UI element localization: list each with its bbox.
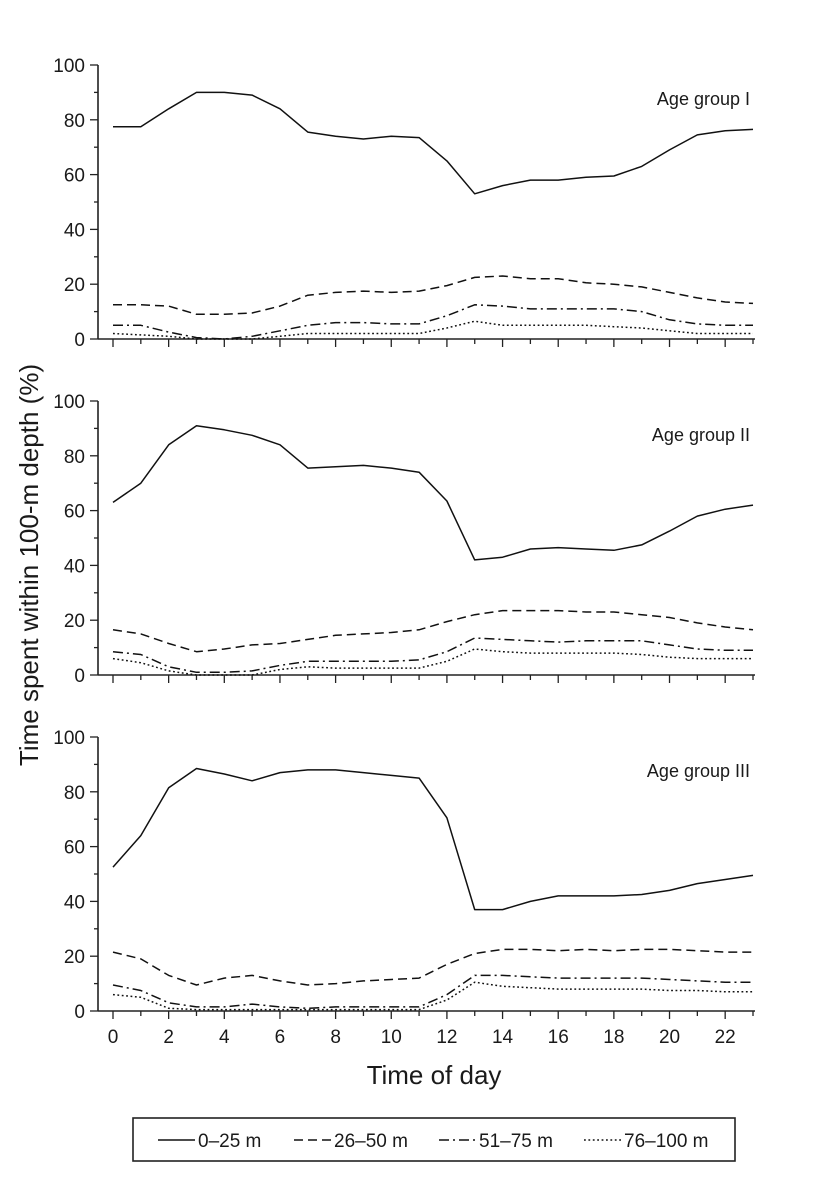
- y-tick-label: 40: [64, 892, 85, 913]
- series-line: [112, 320, 753, 340]
- series-line: [112, 637, 753, 674]
- panel-label: Age group I: [657, 89, 750, 109]
- y-tick-label: 80: [64, 447, 85, 468]
- y-tick-label: 100: [53, 392, 85, 413]
- series-line: [112, 974, 753, 1010]
- y-tick-label: 0: [74, 1002, 85, 1023]
- panel-3: 0 20 40 60 80 100 Age group III: [53, 728, 755, 1023]
- y-tick-label: 60: [64, 502, 85, 523]
- legend-box: [132, 1117, 736, 1162]
- y-tick-label: 40: [64, 220, 85, 241]
- series-line: [112, 424, 754, 561]
- y-tick-label: 60: [64, 838, 85, 859]
- x-tick-label: 12: [436, 1027, 457, 1048]
- series-line: [113, 91, 754, 195]
- x-tick-label: 6: [275, 1027, 286, 1048]
- x-tick-label: 10: [381, 1027, 402, 1048]
- legend-label: 26–50 m: [334, 1131, 408, 1152]
- x-tick-label: 0: [108, 1027, 119, 1048]
- panel-label: Age group III: [647, 761, 750, 781]
- y-tick-label: 20: [64, 275, 85, 296]
- y-tick-label: 100: [53, 56, 85, 77]
- panel-2: 0 20 40 60 80 100 Age group II: [53, 392, 755, 687]
- panel-1: 0 20 40 60 80 100 Age group I: [53, 56, 755, 351]
- legend-label: 0–25 m: [198, 1131, 261, 1152]
- y-tick-label: 40: [64, 556, 85, 577]
- series-line: [113, 304, 753, 340]
- series-line: [112, 981, 753, 1011]
- series-line: [112, 648, 753, 676]
- legend-label: 76–100 m: [624, 1131, 709, 1152]
- series-line: [112, 609, 754, 653]
- series-line: [112, 767, 754, 911]
- x-tick-label: 18: [603, 1027, 624, 1048]
- panel-label: Age group II: [652, 425, 750, 445]
- y-axis-title: Time spent within 100-m depth (%): [14, 364, 44, 766]
- x-tick-label: 22: [715, 1027, 736, 1048]
- x-axis-title: Time of day: [367, 1060, 502, 1090]
- y-tick-label: 80: [64, 111, 85, 132]
- series-line: [113, 275, 754, 316]
- y-tick-label: 0: [74, 330, 85, 351]
- y-tick-label: 20: [64, 947, 85, 968]
- x-tick-label: 20: [659, 1027, 680, 1048]
- series-line: [112, 948, 753, 986]
- y-tick-label: 60: [64, 166, 85, 187]
- legend-label: 51–75 m: [479, 1131, 553, 1152]
- x-tick-label: 8: [330, 1027, 341, 1048]
- y-tick-label: 20: [64, 611, 85, 632]
- y-tick-label: 100: [53, 728, 85, 749]
- x-tick-label: 4: [219, 1027, 230, 1048]
- y-tick-label: 80: [64, 783, 85, 804]
- x-tick-label: 14: [492, 1027, 514, 1048]
- x-tick-label: 2: [163, 1027, 174, 1048]
- y-tick-label: 0: [74, 666, 85, 687]
- legend: 0–25 m 26–50 m 51–75 m 76–100 m: [132, 1117, 736, 1162]
- x-tick-label: 16: [548, 1027, 569, 1048]
